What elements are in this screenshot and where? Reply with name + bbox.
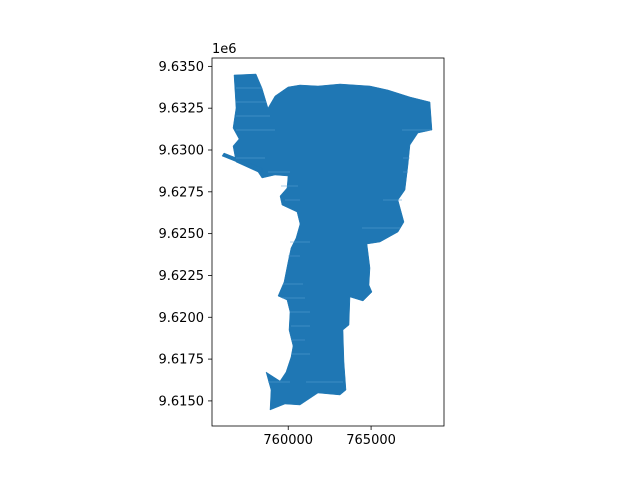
map-layer — [221, 73, 433, 411]
region-polygon — [232, 73, 433, 411]
y-axis: 9.6150 9.6175 9.6200 9.6225 9.6250 9.6275 9.63… — [159, 60, 212, 409]
y-tick-label: 9.6300 — [159, 144, 205, 159]
y-offset-text: 1e6 — [212, 42, 237, 57]
y-tick-label: 9.6200 — [159, 311, 205, 326]
region-spit-polygon — [221, 152, 263, 173]
y-tick-label: 9.6325 — [159, 102, 205, 117]
axes-frame — [211, 57, 445, 427]
y-tick-label: 9.6275 — [159, 185, 205, 200]
region-inner-lines — [236, 87, 431, 383]
x-tick-label: 765000 — [346, 433, 396, 448]
x-axis: 760000 765000 — [263, 426, 396, 448]
x-tick-label: 760000 — [263, 433, 313, 448]
y-tick-label: 9.6350 — [159, 60, 205, 75]
y-tick-label: 9.6175 — [159, 353, 205, 368]
y-tick-label: 9.6250 — [159, 227, 205, 242]
y-tick-label: 9.6225 — [159, 269, 205, 284]
y-tick-label: 9.6150 — [159, 394, 205, 409]
